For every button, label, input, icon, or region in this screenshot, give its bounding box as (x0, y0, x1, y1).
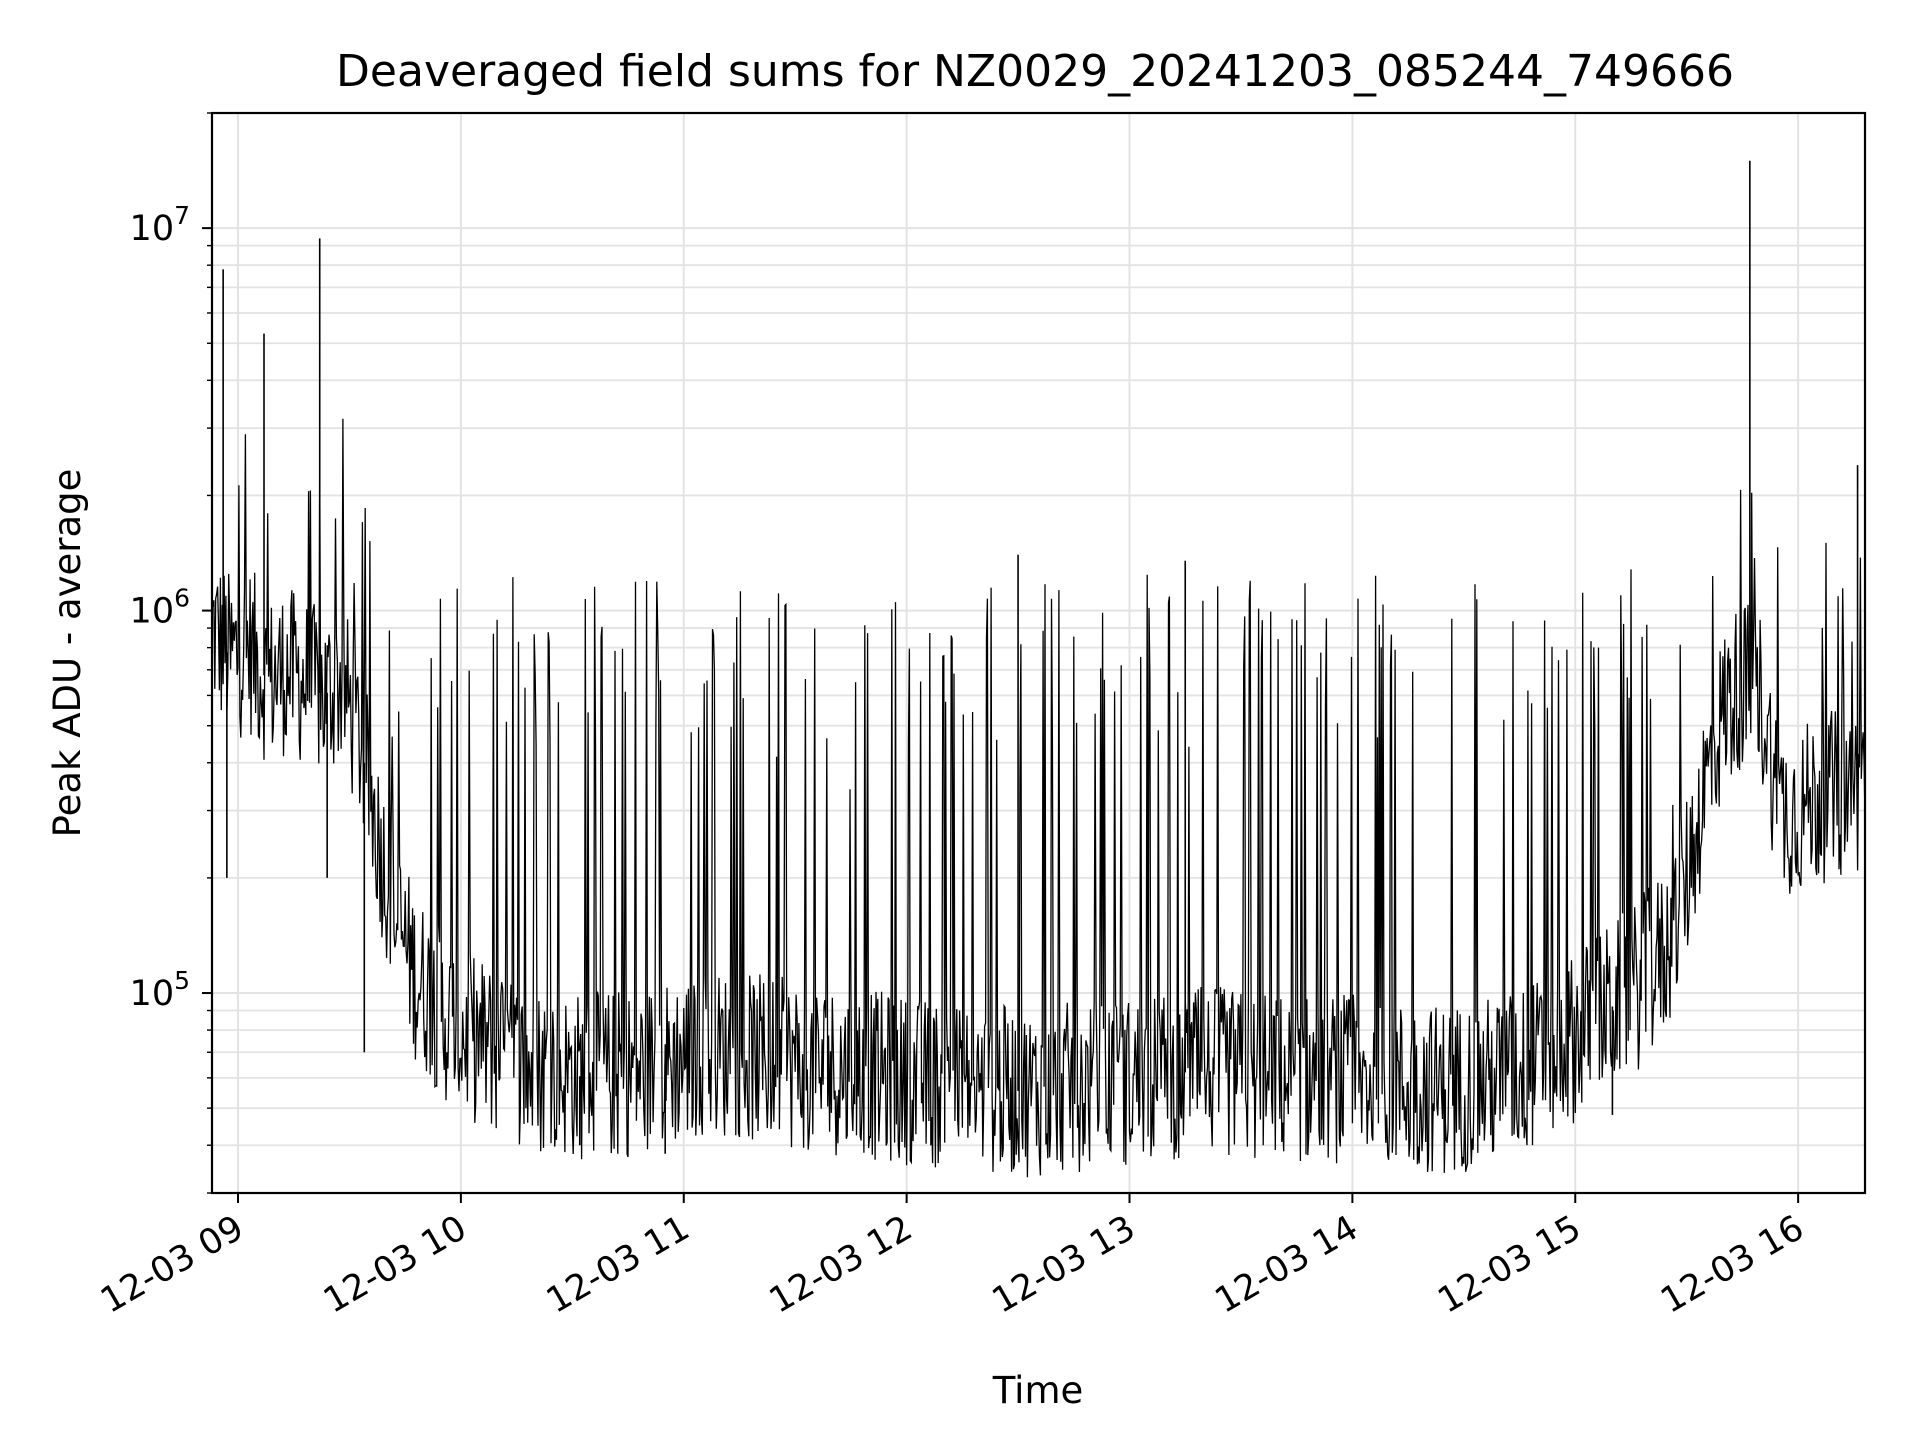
y-tick-label-exponent: 7 (174, 201, 190, 230)
series-line (211, 418, 1866, 1178)
grid (212, 112, 1865, 1194)
axes-frame (210, 111, 1867, 1195)
chart-title: Deaveraged field sums for NZ0029_2024120… (336, 46, 1734, 97)
y-tick-label-base: 10 (130, 209, 175, 249)
y-tick-label-base: 10 (130, 974, 175, 1014)
y-tick-label: 106 (130, 584, 190, 632)
y-tick-label-base: 10 (130, 592, 175, 632)
y-tick-label: 107 (130, 201, 190, 249)
x-axis-label: Time (992, 1369, 1084, 1412)
y-tick-label: 105 (130, 966, 190, 1014)
y-axis-label: Peak ADU - average (46, 469, 89, 838)
y-tick-label-exponent: 6 (174, 584, 190, 613)
y-tick-label-exponent: 5 (174, 966, 190, 995)
plot-area (211, 160, 1866, 1178)
